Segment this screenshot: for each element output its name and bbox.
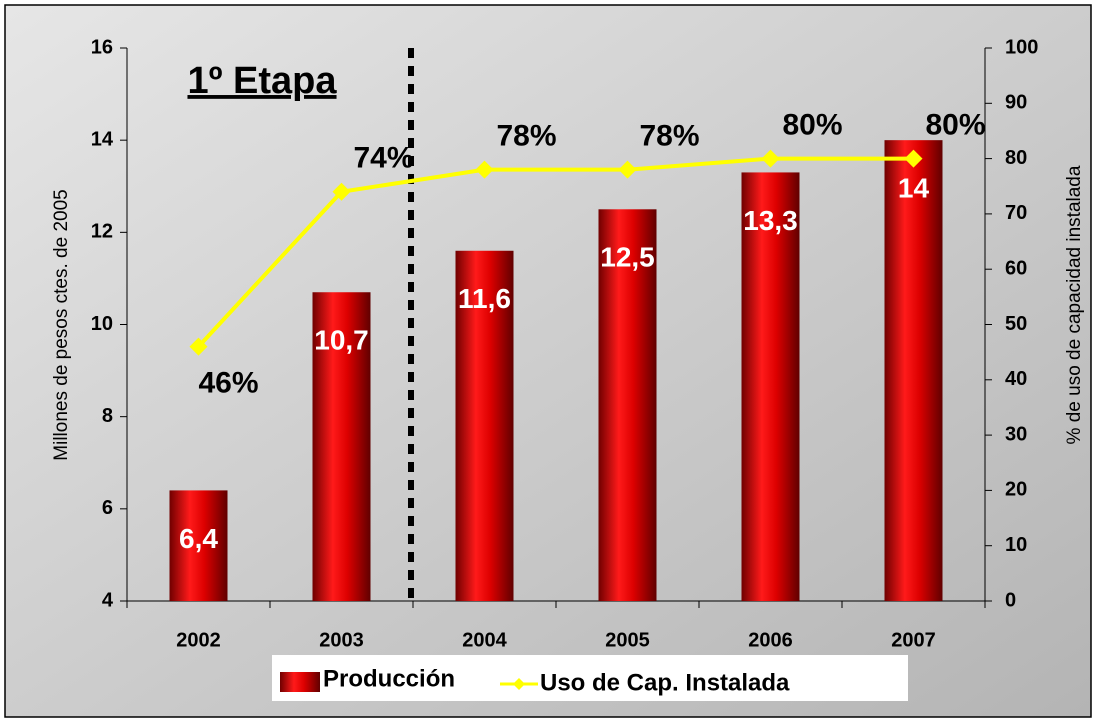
legend-label: Uso de Cap. Instalada: [540, 669, 790, 696]
bar-value-label: 14: [898, 173, 930, 204]
x-tick-label: 2006: [748, 629, 793, 651]
x-tick-label: 2007: [891, 629, 936, 651]
y2-tick-label: 100: [1005, 36, 1038, 58]
bar: [598, 209, 657, 601]
line-marker: [332, 182, 351, 201]
legend-swatch: [513, 678, 525, 690]
bar: [169, 490, 228, 601]
line-value-label: 80%: [782, 109, 842, 142]
line: [197, 156, 914, 348]
line-value-label: 74%: [353, 142, 413, 175]
line-marker: [475, 160, 494, 179]
y-tick-label: 4: [102, 589, 114, 611]
y2-tick-label: 20: [1005, 479, 1027, 501]
y2-tick-label: 50: [1005, 313, 1027, 335]
line-marker: [618, 160, 637, 179]
y-tick-label: 10: [91, 313, 113, 335]
annotation: 1º Etapa: [187, 60, 337, 102]
y2-tick-label: 70: [1005, 202, 1027, 224]
y2-tick-label: 60: [1005, 257, 1027, 279]
bar-value-label: 12,5: [600, 242, 655, 273]
y-tick-label: 8: [102, 405, 113, 427]
y2-tick-label: 30: [1005, 423, 1027, 445]
bar-value-label: 11,6: [458, 283, 511, 314]
x-tick-label: 2004: [462, 629, 507, 651]
y-tick-label: 6: [102, 497, 113, 519]
y-tick-label: 14: [91, 128, 114, 150]
line-value-label: 78%: [639, 120, 699, 153]
line-marker: [904, 149, 923, 168]
legend-label: Producción: [323, 665, 455, 692]
bar-value-label: 6,4: [179, 523, 218, 554]
legend-swatch: [280, 672, 320, 692]
x-tick-label: 2002: [176, 629, 221, 651]
line-marker: [189, 337, 208, 356]
y2-tick-label: 40: [1005, 368, 1027, 390]
bar-value-label: 13,3: [743, 205, 798, 236]
y-tick-label: 16: [91, 36, 113, 58]
y-axis-label: Millones de pesos ctes. de 2005: [51, 189, 72, 460]
bar: [884, 140, 943, 601]
y2-axis-label: % de uso de capacidad instalada: [1064, 165, 1085, 444]
y2-tick-label: 0: [1005, 589, 1016, 611]
y2-tick-label: 90: [1005, 92, 1027, 114]
y2-tick-label: 80: [1005, 147, 1027, 169]
bar: [455, 250, 514, 601]
legend: [272, 655, 908, 701]
y2-tick-label: 10: [1005, 534, 1027, 556]
line-value-label: 46%: [198, 367, 258, 400]
bar: [741, 172, 800, 602]
y-tick-label: 12: [91, 221, 113, 243]
line-marker: [761, 149, 780, 168]
x-tick-label: 2005: [605, 629, 650, 651]
x-tick-label: 2003: [319, 629, 364, 651]
bar-value-label: 10,7: [314, 325, 369, 356]
bar: [312, 292, 371, 601]
line-value-label: 78%: [496, 120, 556, 153]
line-value-label: 80%: [925, 109, 985, 142]
